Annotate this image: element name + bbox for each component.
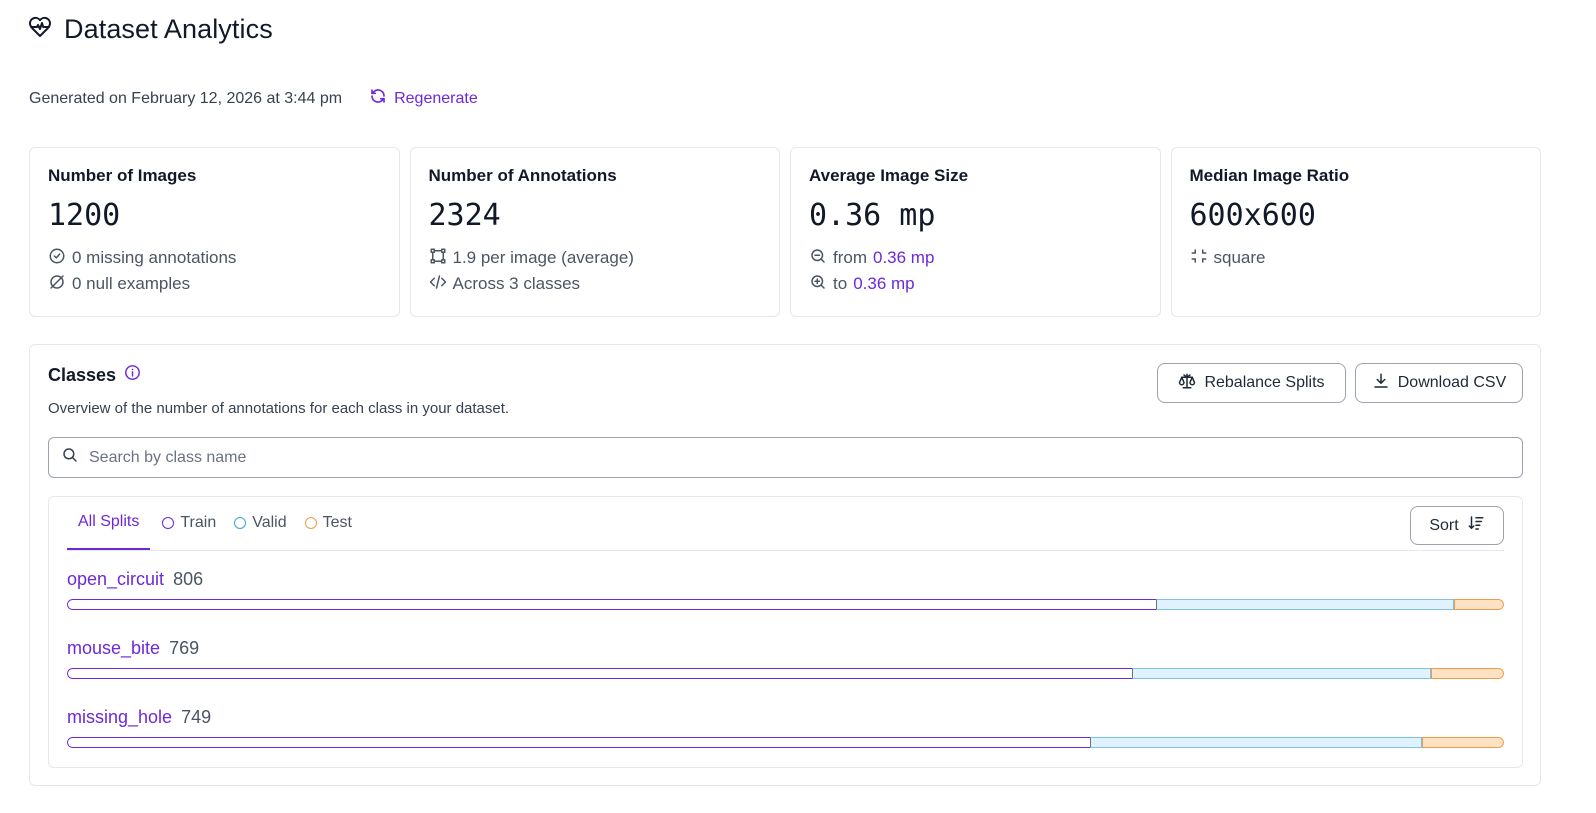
valid-segment bbox=[1131, 668, 1431, 679]
tab-test[interactable]: Test bbox=[299, 496, 358, 550]
sort-descending-icon bbox=[1467, 514, 1485, 537]
test-segment bbox=[1422, 737, 1504, 748]
size-from-value: 0.36 mp bbox=[873, 248, 935, 267]
classes-panel: Classes Overview of the number of annota… bbox=[29, 344, 1541, 786]
empty-set-icon bbox=[48, 273, 66, 296]
zoom-out-icon bbox=[809, 247, 827, 270]
train-segment bbox=[67, 668, 1132, 679]
check-circle-icon bbox=[48, 247, 66, 270]
class-count: 769 bbox=[169, 638, 200, 658]
tab-valid[interactable]: Valid bbox=[228, 496, 292, 550]
train-dot-icon bbox=[162, 517, 175, 529]
class-count: 749 bbox=[181, 707, 212, 727]
scale-icon bbox=[1178, 372, 1196, 395]
split-bar bbox=[67, 668, 1504, 679]
card-number-of-images: Number of Images 1200 0 missing annotati… bbox=[29, 147, 400, 317]
size-from-line: from 0.36 mp bbox=[809, 245, 1142, 271]
class-row: open_circuit 806 bbox=[67, 569, 1504, 610]
card-title: Number of Images bbox=[48, 166, 197, 185]
generated-timestamp: Generated on February 12, 2026 at 3:44 p… bbox=[29, 89, 343, 107]
card-title: Median Image Ratio bbox=[1189, 166, 1350, 185]
heart-pulse-icon bbox=[28, 15, 52, 44]
card-number-of-annotations: Number of Annotations 2324 1.9 per image… bbox=[409, 147, 780, 317]
refresh-icon bbox=[370, 88, 386, 109]
split-bar bbox=[67, 599, 1504, 610]
search-input[interactable] bbox=[89, 448, 1469, 467]
zoom-in-icon bbox=[809, 273, 827, 296]
classes-heading: Classes bbox=[48, 365, 141, 386]
tab-train[interactable]: Train bbox=[156, 496, 222, 550]
size-to-line: to 0.36 mp bbox=[809, 271, 1142, 297]
search-icon bbox=[61, 446, 79, 469]
class-search bbox=[48, 437, 1523, 478]
card-average-image-size: Average Image Size 0.36 mp from 0.36 mp … bbox=[790, 147, 1161, 317]
valid-segment bbox=[1156, 599, 1454, 610]
class-name-link[interactable]: missing_hole bbox=[67, 707, 173, 727]
info-icon[interactable] bbox=[124, 365, 141, 386]
split-tabs: All Splits Train Valid Test bbox=[67, 497, 1504, 551]
download-icon bbox=[1372, 372, 1390, 395]
missing-annotations-line: 0 missing annotations bbox=[48, 245, 381, 271]
card-median-image-ratio: Median Image Ratio 600x600 square bbox=[1170, 147, 1541, 317]
card-value: 0.36 mp bbox=[809, 198, 936, 233]
class-name-link[interactable]: open_circuit bbox=[67, 569, 165, 589]
regenerate-link[interactable]: Regenerate bbox=[370, 88, 478, 109]
sort-button[interactable]: Sort bbox=[1410, 506, 1504, 545]
rebalance-splits-button[interactable]: Rebalance Splits bbox=[1157, 363, 1346, 403]
test-dot-icon bbox=[304, 517, 317, 529]
valid-dot-icon bbox=[234, 517, 247, 529]
classes-count-line: Across 3 classes bbox=[429, 271, 762, 297]
regenerate-label: Regenerate bbox=[394, 89, 478, 107]
class-distribution-panel: All Splits Train Valid Test Sort open_ci… bbox=[48, 496, 1523, 768]
card-title: Number of Annotations bbox=[428, 166, 617, 185]
test-segment bbox=[1430, 668, 1504, 679]
card-value: 600x600 bbox=[1189, 198, 1316, 233]
ratio-shape-line: square bbox=[1190, 245, 1523, 271]
size-to-value: 0.36 mp bbox=[853, 274, 915, 293]
bounding-box-icon bbox=[429, 247, 447, 270]
valid-segment bbox=[1090, 737, 1423, 748]
card-title: Average Image Size bbox=[809, 166, 969, 185]
tab-all-splits[interactable]: All Splits bbox=[67, 496, 151, 550]
null-examples-line: 0 null examples bbox=[48, 271, 381, 297]
train-segment bbox=[67, 737, 1091, 748]
square-ratio-icon bbox=[1190, 247, 1208, 270]
generated-line: Generated on February 12, 2026 at 3:44 p… bbox=[29, 88, 478, 109]
download-csv-button[interactable]: Download CSV bbox=[1355, 363, 1523, 403]
class-row: missing_hole 749 bbox=[67, 707, 1504, 748]
stat-cards: Number of Images 1200 0 missing annotati… bbox=[29, 147, 1541, 317]
card-value: 1200 bbox=[48, 198, 121, 233]
class-count: 806 bbox=[173, 569, 204, 589]
code-icon bbox=[429, 273, 447, 296]
page-header: Dataset Analytics bbox=[28, 14, 273, 45]
train-segment bbox=[67, 599, 1157, 610]
page-title: Dataset Analytics bbox=[64, 14, 273, 44]
per-image-line: 1.9 per image (average) bbox=[429, 245, 762, 271]
card-value: 2324 bbox=[428, 198, 501, 233]
split-bar bbox=[67, 737, 1504, 748]
class-name-link[interactable]: mouse_bite bbox=[67, 638, 161, 658]
test-segment bbox=[1453, 599, 1504, 610]
class-row: mouse_bite 769 bbox=[67, 638, 1504, 679]
classes-description: Overview of the number of annotations fo… bbox=[48, 400, 510, 417]
